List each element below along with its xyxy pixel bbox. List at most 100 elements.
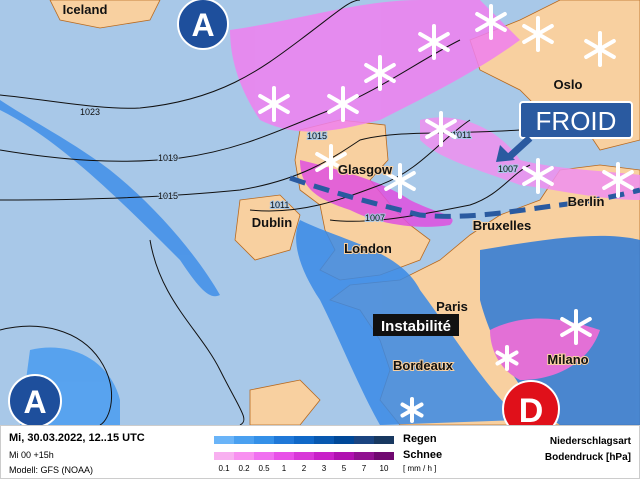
city-dot	[446, 305, 450, 309]
weather-map: 1023 1019 1015 1015 1011 1007 1011 1007 …	[0, 0, 640, 425]
snow-swatch	[274, 452, 294, 460]
snowflake-icon	[418, 24, 450, 60]
snowflake-icon	[384, 163, 416, 199]
city-dot	[496, 224, 500, 228]
low-pressure: D	[502, 380, 560, 425]
rain-swatch	[214, 436, 234, 444]
isobar-label: 1007	[365, 213, 385, 223]
rain-swatch	[254, 436, 274, 444]
scale-tick: 3	[321, 464, 327, 473]
instability-label: Instabilité	[381, 318, 451, 335]
city-label: Oslo	[554, 77, 583, 92]
scale-tick: 0.1	[218, 464, 230, 473]
snowflake-icon	[584, 31, 616, 67]
city-dot	[362, 247, 366, 251]
isobar-line	[329, 164, 531, 222]
isobar-line	[0, 39, 461, 162]
city-label: Bruxelles	[473, 218, 532, 233]
rain-swatch	[334, 436, 354, 444]
isobar-label: 1019	[158, 153, 178, 163]
snowflake-icon	[364, 55, 396, 91]
isobar-line	[0, 0, 361, 109]
city-dot	[79, 8, 83, 12]
ireland-land	[234, 194, 301, 261]
low-label: D	[519, 392, 544, 425]
isobar-labels: 1023 1019 1015 1015 1011 1007 1011 1007	[79, 106, 519, 224]
forecast-date: Mi, 30.03.2022, 12..15 UTC	[9, 432, 145, 444]
snow-swatch	[214, 452, 234, 460]
city-dot	[359, 168, 363, 172]
snow-swatch	[234, 452, 254, 460]
snowflake-icon	[425, 111, 457, 147]
isobar-label: 1007	[498, 164, 518, 174]
isobar-line	[149, 239, 245, 425]
scale-tick: 0.2	[238, 464, 250, 473]
snowflake-icon	[475, 4, 507, 40]
isobar-label: 1015	[307, 131, 327, 141]
high-pressure-south: A	[8, 374, 62, 425]
model-run: Mi 00 +15h	[9, 450, 54, 460]
snow-swatch	[334, 452, 354, 460]
instability-callout: Instabilité	[373, 314, 459, 336]
iceland-land	[49, 0, 161, 29]
snow-swatch	[314, 452, 334, 460]
city-dot	[580, 200, 584, 204]
froid-label: FROID	[536, 106, 617, 136]
isobar-label: 1015	[158, 191, 178, 201]
isobars	[0, 0, 531, 425]
scale-tick: 1	[281, 464, 287, 473]
city-dot	[562, 358, 566, 362]
isobar-label: 1023	[80, 107, 100, 117]
city-label: Glasgow	[338, 162, 393, 177]
rain-area	[0, 100, 220, 297]
snow-swatch	[374, 452, 394, 460]
city-label: Bordeaux	[393, 358, 454, 373]
high-pressure-north: A	[177, 0, 229, 50]
rain-swatch	[234, 436, 254, 444]
snowflakes	[258, 4, 634, 423]
snow-label: Schnee	[403, 449, 443, 461]
snowflake-icon	[315, 144, 347, 180]
snowflake-icon	[400, 397, 424, 423]
scale-tick: 5	[341, 464, 347, 473]
city-labels: Iceland Oslo Glasgow Dublin London Bruxelles B…	[62, 1, 606, 374]
snowflake-icon	[495, 345, 519, 371]
froid-callout: FROID	[496, 101, 633, 162]
city-label: Milano	[547, 352, 588, 367]
snow-swatch	[354, 452, 374, 460]
snow-color-scale	[214, 452, 394, 460]
city-dot	[266, 221, 270, 225]
arrow-icon	[505, 135, 533, 161]
rain-swatch	[314, 436, 334, 444]
snowflake-icon	[522, 16, 554, 52]
snow-area	[300, 160, 453, 227]
rain-swatch	[274, 436, 294, 444]
iberia-land	[249, 379, 321, 425]
snowflake-icon	[258, 86, 290, 122]
isobar-label: 1011	[270, 200, 289, 210]
scale-tick: 7	[361, 464, 367, 473]
high-label: A	[23, 384, 46, 420]
city-label: Dublin	[252, 215, 292, 230]
isobar-line	[249, 119, 471, 212]
snowflake-icon	[602, 162, 634, 198]
pressure-title: Bodendruck [hPa]	[544, 452, 631, 463]
rain-swatch	[294, 436, 314, 444]
snow-swatch	[254, 452, 274, 460]
city-dot	[417, 364, 421, 368]
scale-tick: 10	[379, 464, 389, 473]
snow-area	[420, 117, 640, 200]
city-label: Berlin	[568, 194, 605, 209]
snowflake-icon	[560, 309, 592, 345]
rain-swatch	[374, 436, 394, 444]
scale-ticks: 0.1 0.2 0.5 1 2 3 5 7 10	[214, 464, 394, 473]
rain-color-scale	[214, 436, 394, 444]
precip-type-title: Niederschlagsart	[549, 436, 631, 447]
snowflake-icon	[327, 86, 359, 122]
legend-panel: Mi, 30.03.2022, 12..15 UTC Mi 00 +15h Mo…	[0, 425, 640, 479]
city-dot	[562, 83, 566, 87]
model-name: Modell: GFS (NOAA)	[9, 465, 94, 475]
isobar-line	[0, 325, 113, 425]
city-label: Paris	[436, 299, 468, 314]
arrow-head-icon	[496, 145, 515, 162]
